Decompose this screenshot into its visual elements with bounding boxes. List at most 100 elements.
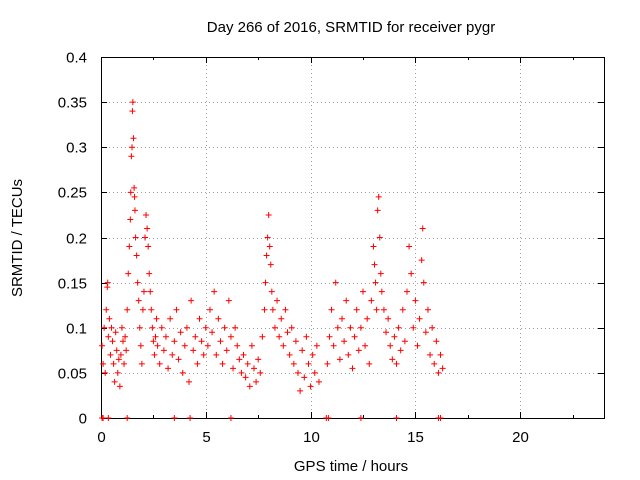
data-point: [395, 324, 402, 331]
data-point: [156, 360, 163, 367]
data-point: [104, 279, 111, 286]
data-point: [238, 369, 245, 376]
data-point: [420, 279, 427, 286]
data-point: [150, 338, 157, 345]
data-point: [357, 324, 364, 331]
data-point: [171, 338, 178, 345]
data-point: [232, 324, 239, 331]
data-point: [264, 234, 271, 241]
y-tick-label: 0.4: [66, 50, 87, 67]
data-point: [225, 297, 232, 304]
data-point: [246, 383, 253, 390]
data-point: [192, 333, 199, 340]
data-point: [127, 216, 134, 223]
data-point: [255, 356, 262, 363]
data-point: [151, 351, 158, 358]
data-point: [280, 342, 287, 349]
data-point: [110, 360, 117, 367]
data-point: [290, 360, 297, 367]
data-point: [313, 342, 320, 349]
data-point: [397, 347, 404, 354]
data-point: [271, 324, 278, 331]
data-point: [236, 356, 243, 363]
data-point: [389, 356, 396, 363]
data-point: [179, 369, 186, 376]
grid-layer: [101, 57, 604, 418]
data-point: [435, 369, 442, 376]
data-point: [107, 351, 114, 358]
data-point: [137, 342, 144, 349]
data-point: [217, 338, 224, 345]
y-tick-label: 0.2: [66, 231, 87, 248]
data-point: [165, 365, 172, 372]
data-point: [373, 306, 380, 313]
data-point: [149, 324, 156, 331]
data-point: [133, 252, 140, 259]
data-point: [427, 351, 434, 358]
data-point: [353, 306, 360, 313]
data-point: [305, 360, 312, 367]
data-point: [152, 333, 159, 340]
x-tick-label: 5: [202, 429, 210, 446]
data-point: [429, 324, 436, 331]
data-point: [292, 338, 299, 345]
data-point: [336, 356, 343, 363]
data-point: [117, 351, 124, 358]
data-point: [410, 324, 417, 331]
data-point: [209, 329, 216, 336]
data-point: [145, 243, 152, 250]
data-point: [124, 306, 131, 313]
data-point: [385, 315, 392, 322]
data-point: [262, 279, 269, 286]
data-point: [374, 207, 381, 214]
data-point: [138, 360, 145, 367]
data-point: [230, 365, 237, 372]
data-point: [437, 415, 444, 421]
data-point: [311, 369, 318, 376]
tick-layer: 0 5 10 15 20 0 0.05 0.1 0.15 0.2 0.25 0.3 0.35 0.4: [58, 50, 604, 446]
data-point: [173, 306, 180, 313]
data-point: [125, 270, 132, 277]
data-point: [103, 306, 110, 313]
data-point: [419, 225, 426, 232]
data-point: [267, 261, 274, 268]
data-point: [376, 234, 383, 241]
data-point: [341, 338, 348, 345]
data-point: [339, 315, 346, 322]
data-point: [286, 351, 293, 358]
data-point: [131, 207, 138, 214]
data-point: [345, 351, 352, 358]
data-point: [102, 369, 109, 376]
data-point: [343, 297, 350, 304]
data-point: [266, 243, 273, 250]
data-point: [403, 288, 410, 295]
data-point: [134, 279, 141, 286]
data-point: [160, 347, 167, 354]
data-point: [315, 378, 322, 385]
data-point: [408, 270, 415, 277]
data-point: [391, 333, 398, 340]
data-point: [347, 324, 354, 331]
data-point: [372, 279, 379, 286]
data-point: [131, 184, 138, 191]
y-tick-label: 0.35: [58, 95, 87, 112]
data-point: [325, 415, 332, 421]
x-tick-label: 0: [97, 429, 105, 446]
data-point: [196, 315, 203, 322]
data-point: [100, 360, 107, 367]
data-point: [371, 261, 378, 268]
data-point: [259, 333, 266, 340]
data-point: [136, 324, 143, 331]
data-point: [393, 415, 400, 421]
data-point: [282, 306, 289, 313]
data-point: [330, 342, 337, 349]
data-point: [124, 415, 131, 421]
data-point: [295, 369, 302, 376]
data-point: [113, 347, 120, 354]
data-point: [131, 193, 138, 200]
data-point: [169, 351, 176, 358]
data-point: [202, 324, 209, 331]
data-point: [143, 211, 150, 218]
data-point: [183, 324, 190, 331]
